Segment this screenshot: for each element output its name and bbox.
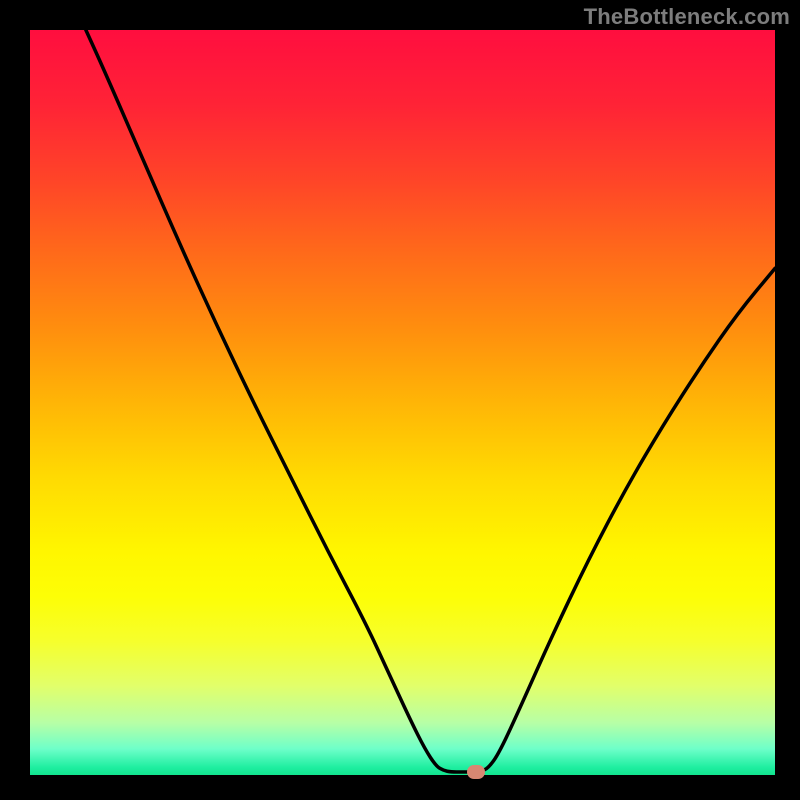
chart-frame: TheBottleneck.com	[0, 0, 800, 800]
plot-background	[30, 30, 775, 775]
optimal-point-marker	[467, 765, 485, 779]
bottleneck-chart	[0, 0, 800, 800]
watermark-text: TheBottleneck.com	[584, 4, 790, 30]
